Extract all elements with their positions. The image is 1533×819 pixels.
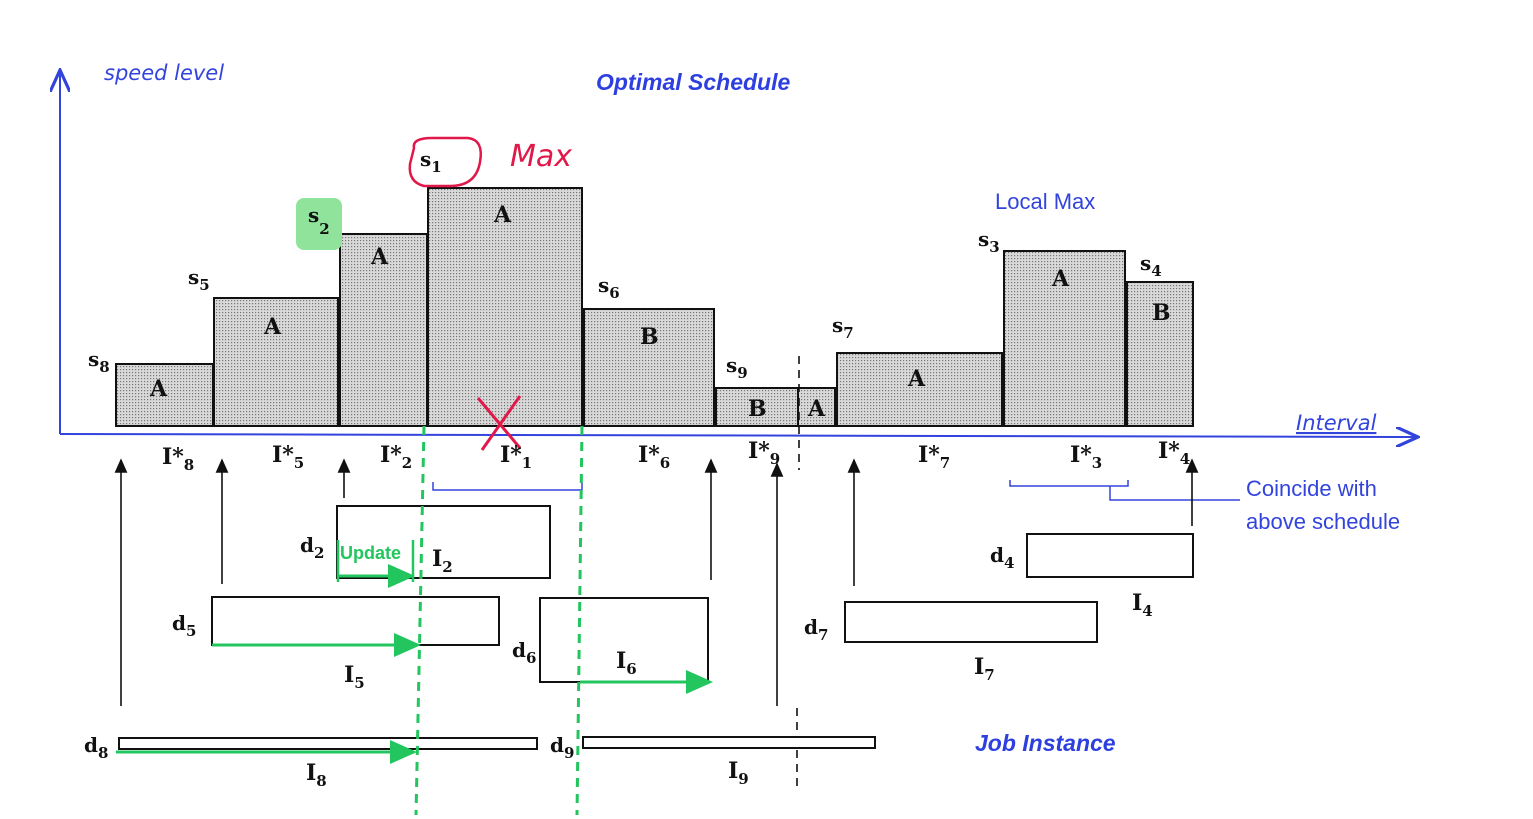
green-dashed-boundary — [414, 425, 426, 816]
job-boxes — [118, 505, 1194, 750]
job-interval-label: I5 — [344, 662, 365, 692]
interval-label: I*7 — [918, 442, 950, 472]
bar-letter: A — [907, 366, 926, 392]
bar-s2 — [339, 233, 428, 427]
bar-s9-a — [797, 387, 836, 427]
job-box-i4 — [1026, 533, 1194, 578]
bar-s1 — [427, 187, 583, 427]
job-box-i7 — [844, 601, 1098, 643]
job-box-i9 — [582, 736, 876, 749]
job-interval-label: I9 — [728, 758, 749, 788]
optimal-schedule-title: Optimal Schedule — [596, 69, 790, 95]
speed-label: s6 — [598, 273, 620, 302]
y-axis-label: speed level — [104, 61, 224, 85]
job-instance-title: Job Instance — [975, 730, 1116, 756]
interval-label: I*5 — [272, 442, 304, 472]
speed-label: s3 — [978, 227, 1000, 256]
bar-letter: B — [1152, 300, 1171, 326]
interval-label: I*2 — [380, 442, 412, 472]
deadline-label: d7 — [804, 615, 828, 644]
bar-letter: A — [370, 244, 389, 270]
deadline-label: d8 — [84, 733, 108, 762]
max-label: Max — [510, 139, 572, 174]
interval-label: I*3 — [1070, 442, 1102, 472]
bar-letter: B — [748, 396, 767, 422]
speed-label: s1 — [420, 147, 442, 176]
bar-letter: A — [807, 396, 826, 422]
release-arrows — [114, 458, 1199, 706]
job-interval-label: I2 — [432, 546, 453, 576]
interval-label: I*9 — [748, 438, 780, 468]
bar-letter: A — [149, 376, 168, 402]
job-interval-label: I6 — [616, 648, 637, 678]
local-max-label: Local Max — [995, 189, 1095, 214]
bar-s5 — [213, 297, 339, 427]
green-dashed-boundary — [575, 425, 584, 816]
job-interval-label: I8 — [306, 760, 327, 790]
coincide-bracket-2 — [1009, 480, 1129, 487]
bar-s6 — [583, 308, 715, 427]
schedule-bars — [115, 187, 1194, 427]
bar-s7 — [836, 352, 1003, 427]
job-box-i2 — [336, 505, 551, 579]
interval-label: I*8 — [162, 444, 194, 474]
deadline-label: d5 — [172, 611, 196, 640]
max-circle — [408, 136, 482, 188]
speed-label: s7 — [832, 313, 854, 342]
coincide-note-line1: Coincide with — [1246, 476, 1377, 501]
deadline-label: d4 — [990, 543, 1014, 572]
speed-label: s2 — [308, 203, 330, 238]
bar-s3 — [1003, 250, 1126, 427]
interval-label: I*6 — [638, 442, 670, 472]
deadline-label: d9 — [550, 733, 574, 762]
red-x-mark — [476, 395, 522, 451]
bar-letter: B — [640, 324, 659, 350]
coincide-bracket-1 — [432, 482, 583, 491]
bar-letter: A — [263, 314, 282, 340]
job-interval-label: I7 — [974, 654, 995, 684]
interval-label: I*4 — [1158, 438, 1190, 468]
interval-label: I*1 — [500, 442, 532, 472]
speed-label: s9 — [726, 353, 748, 382]
coincide-note-line2: above schedule — [1246, 509, 1400, 534]
bar-letter: A — [1051, 266, 1070, 292]
coincide-connector — [1109, 486, 1240, 501]
job-box-i8 — [118, 737, 538, 750]
deadline-label: d2 — [300, 533, 324, 562]
x-axis-label: Interval — [1296, 411, 1377, 435]
x-axis — [59, 434, 1416, 437]
deadline-label: d6 — [512, 638, 536, 667]
speed-label: s4 — [1140, 251, 1162, 280]
update-label: Update — [340, 543, 401, 563]
job-interval-label: I4 — [1132, 590, 1153, 620]
speed-label: s8 — [88, 347, 110, 376]
bar-s4 — [1126, 281, 1194, 427]
job-box-i5 — [211, 596, 500, 646]
job-box-i6 — [539, 597, 709, 683]
bar-letter: A — [493, 202, 512, 228]
speed-label: s5 — [188, 265, 210, 294]
s2-highlight — [296, 198, 342, 250]
